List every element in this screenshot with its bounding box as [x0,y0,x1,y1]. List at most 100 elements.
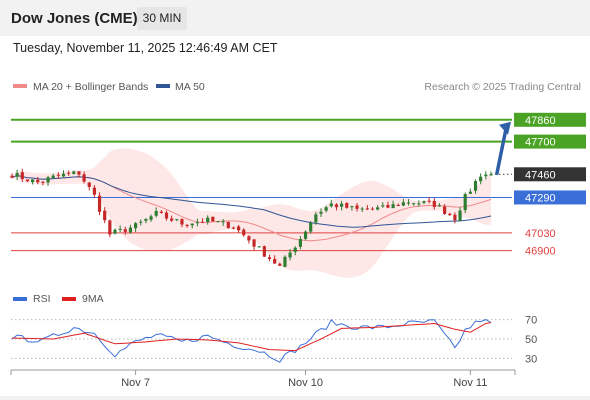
projection [495,121,511,176]
bollinger-bands [12,148,491,278]
candle-body [154,210,158,216]
candle-body [381,205,385,207]
candle-body [134,223,138,229]
candle-body [67,172,71,174]
candle-body [82,174,86,182]
candle-body [443,206,447,214]
candle-body [242,229,246,236]
level-label-47860: 47860 [525,115,556,127]
candle-body [247,236,251,241]
candle-body [278,263,282,266]
candle-body [252,239,256,247]
candle-body [15,173,19,177]
timeframe-badge[interactable]: 30 MIN [137,7,187,30]
candle-body [479,176,483,182]
candle-body [283,256,287,267]
candle-body [226,221,230,228]
candle-body [200,221,205,223]
ma20-legend-swatch [13,84,27,88]
candle-body [422,201,426,203]
candle-body [123,229,127,232]
candle-body [267,257,272,259]
candle-body [87,182,91,187]
candle-body [46,177,50,183]
candle-body [309,222,313,232]
projection-arrow [495,127,508,176]
candle-body [149,216,153,220]
candle-body [386,204,390,208]
x-tick-label-nov-11: Nov 11 [453,377,487,389]
x-tick-label-nov-10: Nov 10 [288,377,323,389]
candle-body [195,222,199,224]
price-levels [11,118,512,252]
candle-body [303,231,308,239]
candle-body [319,211,323,214]
moving-averages [11,174,492,242]
candle-body [484,174,488,177]
ma50-legend-swatch [156,84,170,88]
x-tick-label-nov-7: Nov 7 [121,377,150,389]
rsi-legend-swatch [13,297,27,301]
candle-body [180,219,184,225]
candle-body [448,213,452,216]
candle-body [355,205,359,209]
rsi-panel: 70 50 30 [11,315,537,365]
candle-body [324,207,328,211]
candle-body [376,207,380,210]
candle-body [206,217,210,222]
candle-body [36,179,40,183]
price-level-labels: 47860 47700 47460 47290 47030 46900 [514,112,586,258]
candle-body [298,238,302,247]
candle-body [391,204,395,209]
candle-body [468,191,472,194]
candle-body [406,202,411,204]
candle-body [118,228,122,230]
candle-body [401,202,405,206]
candle-body [139,221,143,223]
candle-body [417,203,421,205]
candle-body [458,210,462,221]
ma50-legend-label: MA 50 [175,81,205,93]
candle-body [231,227,236,229]
copyright-text: Research © 2025 Trading Central [424,81,581,93]
rsi-line [11,318,492,363]
projection-arrowhead [499,121,511,135]
candle-body [365,208,369,210]
level-label-47700: 47700 [525,137,556,149]
candle-body [128,227,133,233]
footer-bar [0,396,590,400]
rsi-level-label-70: 70 [525,315,537,327]
candle-body [113,229,117,234]
candle-body [489,174,493,176]
x-axis: Nov 7 Nov 10 Nov 11 [121,370,487,389]
rsi-legend-label: RSI [33,293,51,305]
rsi-level-label-30: 30 [525,353,537,365]
candle-body [108,220,112,235]
level-tag-47460 [514,167,586,182]
candle-body [211,216,215,222]
candle-body [25,179,30,182]
level-tag-47860 [514,112,586,127]
candle-body [463,194,467,211]
rsi-level-label-50: 50 [525,334,537,346]
candle-body [31,179,35,183]
level-label-47460: 47460 [525,169,556,181]
candle-body [237,226,241,231]
candle-body [51,175,55,179]
rsi-ma-legend-swatch [62,297,76,301]
candle-body [77,171,81,175]
candle-body [427,200,431,202]
level-label-46900: 46900 [525,246,556,258]
candle-body [370,208,375,210]
candle-body [334,204,339,208]
candle-body [293,247,297,252]
candle-body [288,252,292,258]
ma20-legend-label: MA 20 + Bollinger Bands [33,81,148,93]
header-bar: Dow Jones (CME) 30 MIN [0,0,590,36]
candle-body [453,214,457,221]
candle-body [190,223,194,226]
candle-body [437,205,442,207]
candle-body [103,210,107,221]
candle-body [350,206,354,208]
